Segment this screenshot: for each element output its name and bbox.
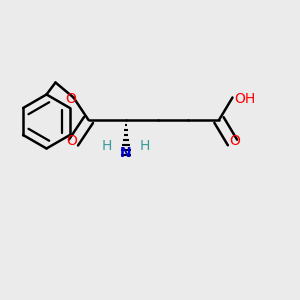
Text: O: O [66, 92, 76, 106]
Text: H: H [140, 139, 150, 153]
Text: OH: OH [234, 92, 255, 106]
Text: O: O [230, 134, 240, 148]
Text: N: N [120, 146, 132, 160]
Text: H: H [102, 139, 112, 153]
Text: O: O [67, 134, 77, 148]
